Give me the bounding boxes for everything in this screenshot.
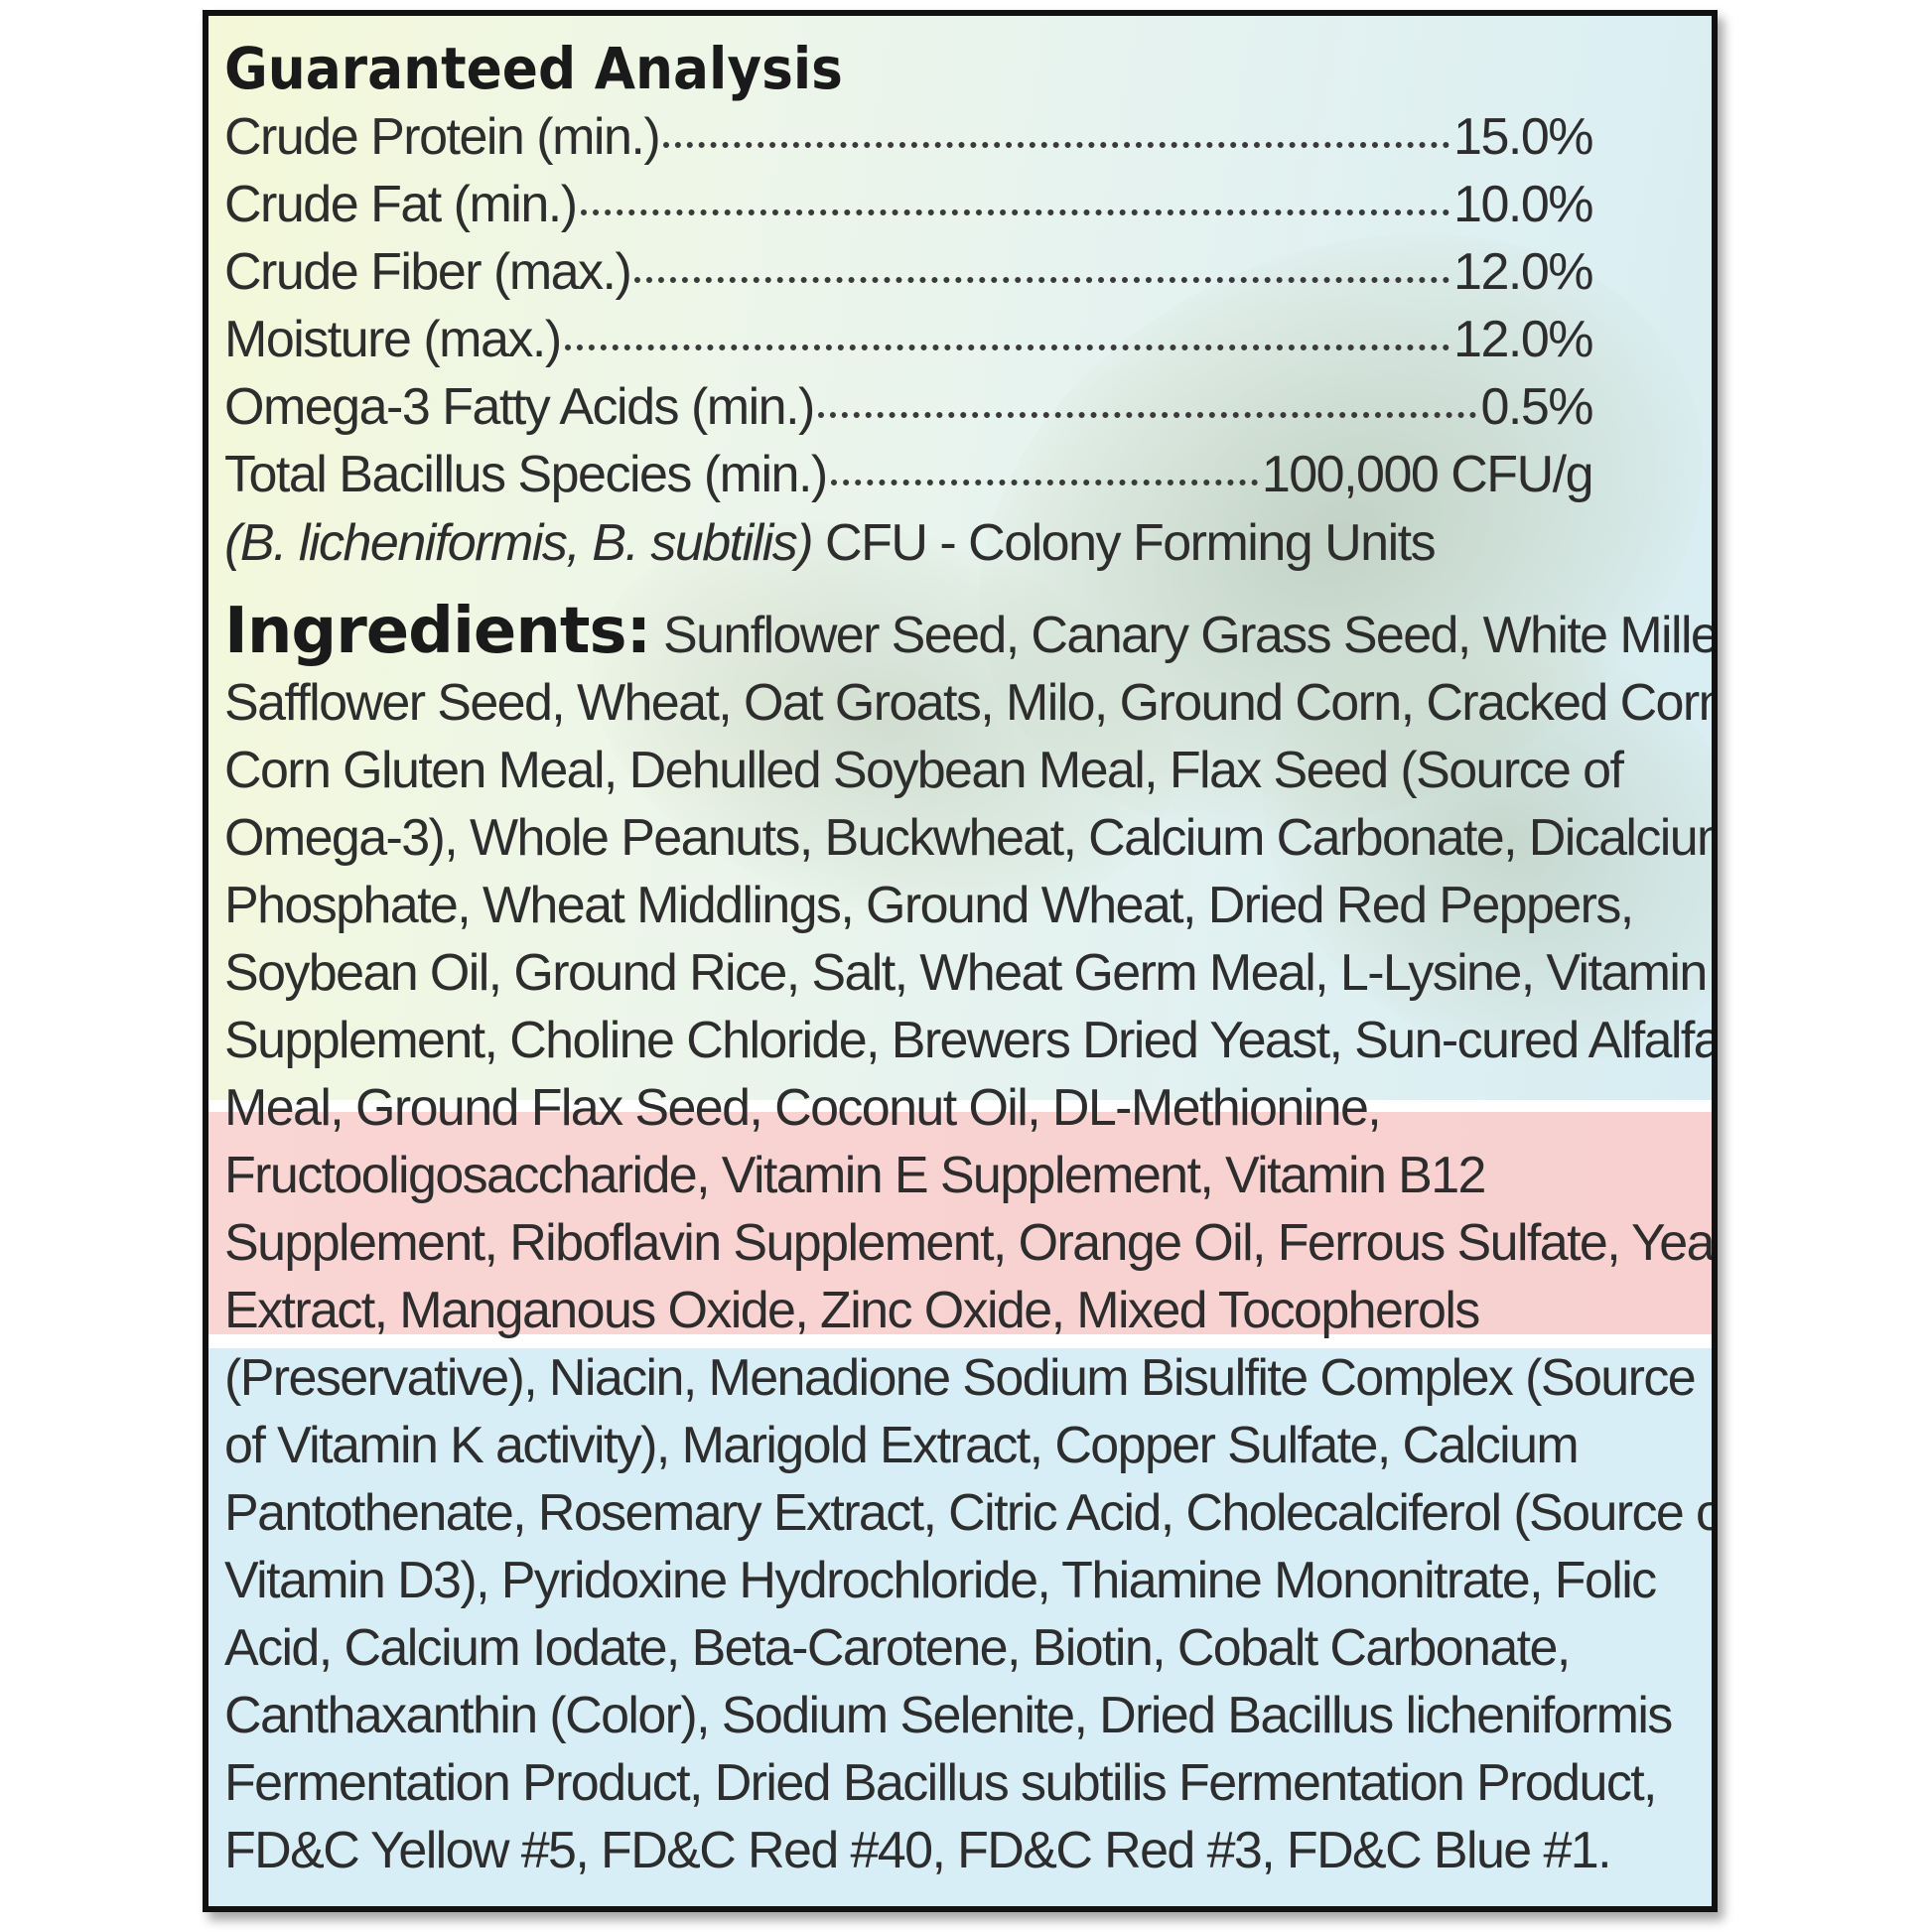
analysis-row-crude-fat: Crude Fat (min.) 10.0% bbox=[224, 171, 1593, 238]
ingredients-line: Fermentation Product, Dried Bacillus sub… bbox=[224, 1754, 1658, 1812]
analysis-row-crude-protein: Crude Protein (min.) 15.0% bbox=[224, 103, 1593, 171]
analysis-label: Crude Fat (min.) bbox=[224, 176, 578, 233]
background-red-band bbox=[208, 1112, 1712, 1334]
nutrition-label: Guaranteed Analysis Crude Protein (min.)… bbox=[203, 10, 1718, 1912]
analysis-value: 12.0% bbox=[1453, 311, 1593, 368]
analysis-value: 12.0% bbox=[1453, 243, 1593, 301]
ingredients-line: Safflower Seed, Wheat, Oat Groats, Milo,… bbox=[224, 674, 1718, 732]
analysis-value: 0.5% bbox=[1480, 378, 1593, 436]
analysis-label: Crude Protein (min.) bbox=[224, 108, 661, 166]
analysis-footnote: (B. licheniformis, B. subtilis) CFU - Co… bbox=[224, 508, 1684, 578]
ingredients-line: Soybean Oil, Ground Rice, Salt, Wheat Ge… bbox=[224, 944, 1718, 1002]
background-divider bbox=[208, 1100, 1712, 1112]
ingredients-line: Corn Gluten Meal, Dehulled Soybean Meal,… bbox=[224, 742, 1624, 799]
ingredients-line: Phosphate, Wheat Middlings, Ground Wheat… bbox=[224, 877, 1634, 934]
analysis-label: Omega-3 Fatty Acids (min.) bbox=[224, 378, 815, 436]
ingredients-block: Ingredients: Sunflower Seed, Canary Gras… bbox=[224, 595, 1718, 1884]
label-content: Guaranteed Analysis Crude Protein (min.)… bbox=[224, 34, 1712, 1884]
analysis-row-bacillus: Total Bacillus Species (min.) 100,000 CF… bbox=[224, 441, 1594, 508]
background-blue-band bbox=[208, 1348, 1712, 1906]
analysis-value: 15.0% bbox=[1453, 108, 1593, 166]
guaranteed-analysis-heading: Guaranteed Analysis bbox=[224, 35, 843, 102]
analysis-label: Crude Fiber (max.) bbox=[224, 243, 632, 301]
analysis-row-crude-fiber: Crude Fiber (max.) 12.0% bbox=[224, 238, 1593, 306]
dot-leader bbox=[817, 392, 1477, 418]
ingredients-line: Supplement, Choline Chloride, Brewers Dr… bbox=[224, 1012, 1718, 1069]
ingredients-line: Acid, Calcium Iodate, Beta-Carotene, Bio… bbox=[224, 1619, 1571, 1677]
ingredients-line: Canthaxanthin (Color), Sodium Selenite, … bbox=[224, 1687, 1673, 1744]
dot-leader bbox=[580, 190, 1450, 215]
ingredients-line: Pantothenate, Rosemary Extract, Citric A… bbox=[224, 1484, 1718, 1542]
footnote-cfu: CFU - Colony Forming Units bbox=[812, 514, 1437, 572]
footnote-species: (B. licheniformis, B. subtilis) bbox=[224, 514, 814, 572]
ingredients-line: Omega-3), Whole Peanuts, Buckwheat, Calc… bbox=[224, 809, 1718, 867]
ingredients-line: Fructooligosaccharide, Vitamin E Supplem… bbox=[224, 1147, 1486, 1204]
ingredients-line: of Vitamin K activity), Marigold Extract… bbox=[224, 1417, 1580, 1474]
analysis-row-omega-3: Omega-3 Fatty Acids (min.) 0.5% bbox=[224, 373, 1593, 441]
ingredients-line: FD&C Yellow #5, FD&C Red #40, FD&C Red #… bbox=[224, 1822, 1612, 1879]
dot-leader bbox=[830, 460, 1258, 485]
background-divider bbox=[208, 1334, 1712, 1348]
analysis-label: Total Bacillus Species (min.) bbox=[224, 446, 828, 503]
ingredients-line: (Preservative), Niacin, Menadione Sodium… bbox=[224, 1349, 1697, 1407]
dot-leader bbox=[564, 325, 1450, 350]
analysis-row-moisture: Moisture (max.) 12.0% bbox=[224, 306, 1593, 373]
ingredients-line: Ingredients: Sunflower Seed, Canary Gras… bbox=[224, 595, 1712, 669]
ingredients-text: Sunflower Seed, Canary Grass Seed, White… bbox=[650, 607, 1718, 664]
ingredients-heading: Ingredients: bbox=[224, 595, 651, 668]
ingredients-line: Meal, Ground Flax Seed, Coconut Oil, DL-… bbox=[224, 1079, 1382, 1137]
ingredients-line: Vitamin D3), Pyridoxine Hydrochloride, T… bbox=[224, 1552, 1657, 1609]
ingredients-line: Extract, Manganous Oxide, Zinc Oxide, Mi… bbox=[224, 1282, 1480, 1339]
analysis-value: 100,000 CFU/g bbox=[1261, 446, 1594, 503]
dot-leader bbox=[663, 122, 1450, 148]
ingredients-line: Supplement, Riboflavin Supplement, Orang… bbox=[224, 1214, 1718, 1272]
analysis-label: Moisture (max.) bbox=[224, 311, 562, 368]
dot-leader bbox=[634, 257, 1450, 283]
analysis-value: 10.0% bbox=[1453, 176, 1593, 233]
